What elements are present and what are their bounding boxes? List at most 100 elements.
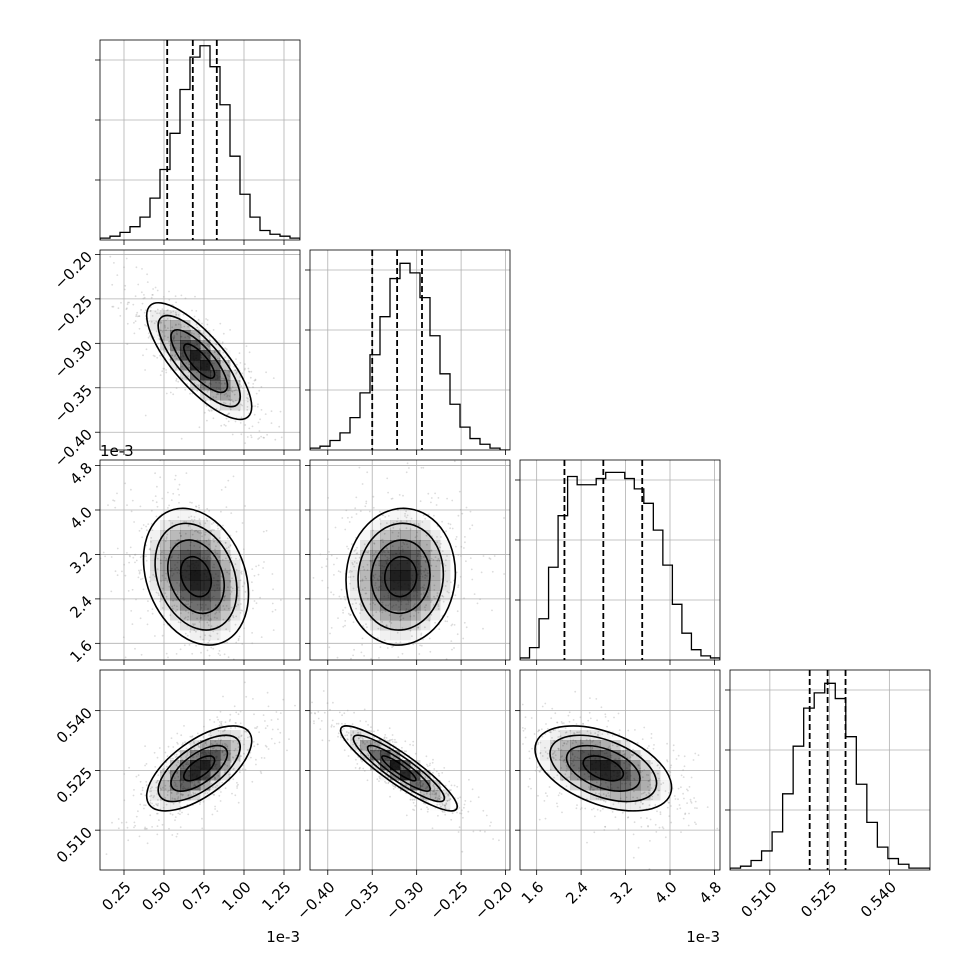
scatter-point <box>253 600 256 602</box>
scatter-point <box>205 518 208 520</box>
density-cell <box>550 740 561 751</box>
scatter-point <box>422 797 425 800</box>
scatter-point <box>214 604 217 607</box>
scatter-point <box>162 587 165 590</box>
scatter-point <box>228 387 231 389</box>
scatter-point <box>223 729 226 732</box>
scatter-point <box>190 751 193 754</box>
scatter-point <box>239 755 241 757</box>
scatter-point <box>304 734 306 736</box>
scatter-point <box>588 787 591 790</box>
scatter-point <box>589 738 591 741</box>
contour-line <box>154 522 238 631</box>
scatter-point <box>405 750 408 753</box>
scatter-point <box>265 529 268 532</box>
scatter-point <box>567 714 570 717</box>
density-cell <box>380 550 391 561</box>
scatter-point <box>492 744 494 746</box>
density-cell <box>220 540 231 551</box>
scatter-point <box>168 504 171 507</box>
scatter-point <box>114 570 117 573</box>
scatter-point <box>278 741 281 744</box>
scatter-point <box>256 725 259 728</box>
scatter-point <box>222 695 224 698</box>
scatter-point <box>273 742 276 745</box>
scatter-point <box>230 591 233 593</box>
scatter-point <box>155 781 158 783</box>
scatter-point <box>136 311 139 314</box>
scatter-point <box>436 803 439 806</box>
scatter-point <box>343 712 346 715</box>
scatter-point <box>385 624 388 626</box>
x-tick-label: −0.30 <box>382 878 427 923</box>
scatter-point <box>430 497 433 499</box>
density-cell <box>370 740 381 751</box>
scatter-point <box>378 657 380 659</box>
scatter-point <box>363 543 366 546</box>
scatter-point <box>405 510 407 513</box>
scatter-point <box>188 516 190 519</box>
scatter-point <box>641 738 644 741</box>
y-offset-label: 1e-3 <box>100 442 134 460</box>
scatter-point <box>436 594 439 597</box>
scatter-point <box>631 754 634 757</box>
scatter-point <box>689 798 692 801</box>
scatter-point <box>141 268 143 270</box>
scatter-point <box>145 763 148 765</box>
scatter-point <box>321 566 323 569</box>
scatter-point <box>164 797 167 799</box>
scatter-point <box>156 557 159 560</box>
scatter-point <box>359 766 361 769</box>
scatter-point <box>230 408 232 411</box>
density-cell <box>410 770 421 781</box>
scatter-point <box>238 760 241 763</box>
scatter-point <box>169 546 172 549</box>
scatter-point <box>234 623 237 626</box>
scatter-point <box>584 807 587 810</box>
scatter-point <box>236 785 239 787</box>
scatter-point <box>503 573 505 575</box>
scatter-point <box>442 789 445 791</box>
scatter-point <box>327 538 329 540</box>
density-cell <box>540 760 550 770</box>
scatter-point <box>444 813 447 816</box>
panel-frame <box>519 459 721 661</box>
scatter-point <box>177 759 180 761</box>
scatter-point <box>390 739 392 741</box>
scatter-point <box>457 797 459 800</box>
scatter-point <box>377 744 379 747</box>
scatter-point <box>451 648 453 651</box>
scatter-point <box>436 559 439 562</box>
scatter-point <box>169 812 172 815</box>
scatter-point <box>243 738 246 740</box>
scatter-point <box>156 485 158 488</box>
scatter-point <box>171 354 173 357</box>
scatter-point <box>449 798 452 800</box>
scatter-point <box>511 721 513 723</box>
scatter-point <box>250 434 252 437</box>
scatter-point <box>223 608 226 611</box>
density-cell <box>220 580 231 591</box>
scatter-point <box>178 494 181 496</box>
scatter-point <box>225 605 228 607</box>
x-tick-label: 4.0 <box>651 878 681 908</box>
scatter-point <box>448 780 451 783</box>
scatter-point <box>149 310 152 312</box>
scatter-point <box>446 580 449 583</box>
scatter-point <box>165 329 167 332</box>
scatter-point <box>369 746 372 748</box>
scatter-point <box>421 521 424 523</box>
scatter-point <box>272 588 274 591</box>
density-cell <box>150 310 161 321</box>
scatter-point <box>446 620 449 623</box>
x-offset-label: 1e-3 <box>686 928 720 946</box>
scatter-point <box>168 341 170 343</box>
scatter-point <box>175 753 178 756</box>
scatter-point <box>174 354 177 356</box>
scatter-point <box>246 436 249 438</box>
scatter-point <box>175 357 178 360</box>
scatter-point <box>237 639 240 642</box>
scatter-point <box>154 635 156 637</box>
scatter-point <box>296 689 298 691</box>
scatter-point <box>262 530 265 533</box>
